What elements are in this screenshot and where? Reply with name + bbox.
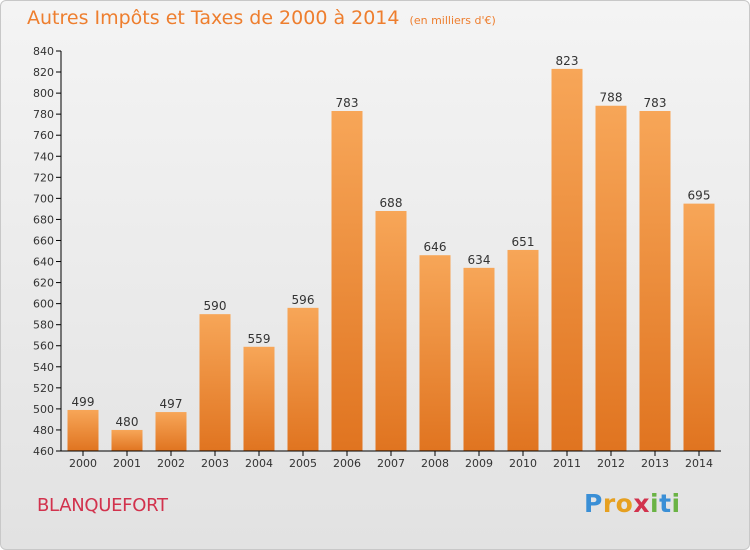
bar xyxy=(111,429,143,451)
y-tick-label: 620 xyxy=(33,277,54,290)
y-tick-label: 820 xyxy=(33,66,54,79)
y-tick-label: 540 xyxy=(33,361,54,374)
y-axis: 460 480 500 520 540 560 580 600 620 640 660 680 700 7… xyxy=(33,45,62,458)
logo-letter: i xyxy=(671,489,681,518)
y-tick-label: 640 xyxy=(33,256,54,269)
bar xyxy=(155,412,187,451)
x-tick-label: 2000 xyxy=(69,457,97,470)
data-label: 823 xyxy=(556,54,579,68)
x-tick-label: 2008 xyxy=(421,457,449,470)
data-label: 695 xyxy=(688,189,711,203)
bar xyxy=(683,203,715,451)
bar xyxy=(243,346,275,451)
bar xyxy=(199,314,231,451)
place-name: BLANQUEFORT xyxy=(37,495,168,516)
bar xyxy=(375,211,407,451)
bar xyxy=(331,111,363,451)
x-tick-label: 2005 xyxy=(289,457,317,470)
logo-letter: i xyxy=(650,489,660,518)
x-tick-label: 2004 xyxy=(245,457,273,470)
y-tick-label: 720 xyxy=(33,171,54,184)
logo-letter: r xyxy=(602,489,616,518)
x-tick-label: 2009 xyxy=(465,457,493,470)
data-label: 646 xyxy=(424,240,447,254)
proxiti-logo: Proxiti xyxy=(584,489,681,518)
bar xyxy=(639,111,671,451)
chart-subtitle: (en milliers d'€) xyxy=(409,14,496,27)
y-tick-label: 580 xyxy=(33,319,54,332)
x-tick-label: 2007 xyxy=(377,457,405,470)
y-tick-label: 800 xyxy=(33,87,54,100)
y-tick-label: 480 xyxy=(33,424,54,437)
y-tick-label: 460 xyxy=(33,445,54,458)
bar xyxy=(67,409,99,451)
data-label: 480 xyxy=(116,415,139,429)
data-label: 590 xyxy=(204,299,227,313)
x-axis: 2000 2001 2002 2003 2004 2005 2006 2007 2008 2009… xyxy=(61,450,721,470)
bar xyxy=(595,105,627,451)
bar xyxy=(551,68,583,451)
y-tick-label: 780 xyxy=(33,108,54,121)
x-tick-label: 2011 xyxy=(553,457,581,470)
logo-letter: t xyxy=(659,489,672,518)
data-label: 688 xyxy=(380,196,403,210)
y-tick-label: 700 xyxy=(33,192,54,205)
bar xyxy=(463,267,495,451)
y-tick-label: 600 xyxy=(33,298,54,311)
chart-title: Autres Impôts et Taxes de 2000 à 2014 (e… xyxy=(27,7,496,29)
x-tick-label: 2013 xyxy=(641,457,669,470)
chart-title-text: Autres Impôts et Taxes de 2000 à 2014 xyxy=(27,7,400,29)
y-tick-label: 520 xyxy=(33,382,54,395)
logo-letter: P xyxy=(584,489,603,518)
y-tick-label: 840 xyxy=(33,45,54,58)
bar xyxy=(287,307,319,451)
data-label: 596 xyxy=(292,293,315,307)
data-label: 788 xyxy=(600,91,623,105)
y-tick-label: 660 xyxy=(33,234,54,247)
bars: 499 480 497 590 559 596 783 688 646 634 651 823 788 7… xyxy=(67,54,715,451)
data-label: 497 xyxy=(160,397,183,411)
x-tick-label: 2014 xyxy=(685,457,713,470)
bar xyxy=(507,249,539,451)
x-tick-label: 2003 xyxy=(201,457,229,470)
data-label: 634 xyxy=(468,253,491,267)
x-tick-label: 2010 xyxy=(509,457,537,470)
y-tick-label: 560 xyxy=(33,340,54,353)
y-tick-label: 740 xyxy=(33,150,54,163)
x-tick-label: 2001 xyxy=(113,457,141,470)
x-tick-label: 2012 xyxy=(597,457,625,470)
data-label: 783 xyxy=(336,96,359,110)
data-label: 783 xyxy=(644,96,667,110)
data-label: 651 xyxy=(512,235,535,249)
logo-letter: x xyxy=(633,489,650,518)
data-label: 559 xyxy=(248,332,271,346)
y-tick-label: 680 xyxy=(33,213,54,226)
data-label: 499 xyxy=(72,395,95,409)
y-tick-label: 500 xyxy=(33,403,54,416)
x-tick-label: 2006 xyxy=(333,457,361,470)
bar xyxy=(419,255,451,451)
logo-letter: o xyxy=(615,489,634,518)
y-tick-label: 760 xyxy=(33,129,54,142)
x-tick-label: 2002 xyxy=(157,457,185,470)
